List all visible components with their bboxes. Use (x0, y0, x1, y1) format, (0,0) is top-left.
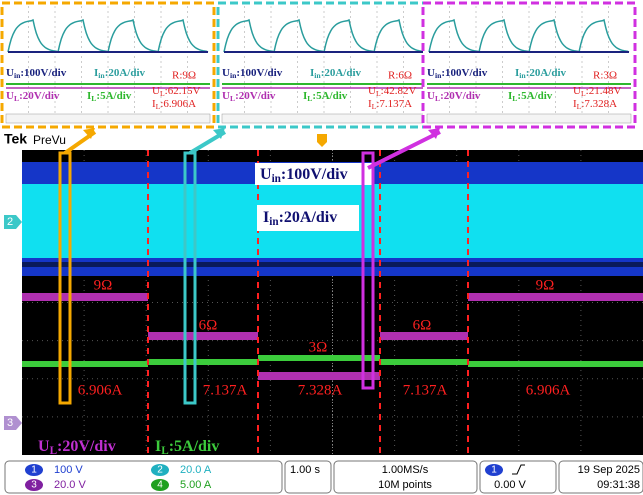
inset-uin-base: U (6, 67, 14, 79)
ul-label-sub: L (50, 445, 57, 457)
channel-badge-number: 3 (31, 480, 37, 491)
il-trace (380, 359, 468, 365)
channel-scale: 5.00 A (180, 479, 212, 491)
ul-label-base: U (38, 438, 50, 455)
inset-ul-value-rest: :42.82V (381, 85, 417, 97)
inset-uin-rest: :100V/div (441, 67, 487, 79)
il-label-rest: :5A/div (169, 438, 220, 455)
il-label-sub: L (161, 445, 168, 457)
uin-label-rest: :100V/div (281, 166, 348, 183)
il-trace (22, 361, 148, 367)
inset-iin-rest: :20A/div (526, 67, 567, 79)
inset-il-rest: :5A/div (312, 90, 347, 102)
ul-trace (22, 293, 148, 301)
status-text: 1.00 s (290, 464, 320, 476)
inset-iin-rest: :20A/div (321, 67, 362, 79)
channel-badge-number: 1 (491, 465, 497, 476)
resistance-label: 9Ω (536, 277, 555, 293)
channel-scale: 100 V (54, 464, 83, 476)
ul-label-rest: :20V/div (57, 438, 116, 455)
channel-badge-number: 1 (31, 465, 37, 476)
status-text: 0.00 V (494, 479, 526, 491)
inset-iin-rest: :20A/div (105, 67, 146, 79)
channel-badge-number: 2 (157, 465, 163, 476)
current-label: 6.906A (526, 382, 571, 398)
current-label: 6.906A (78, 382, 123, 398)
inset-il-rest: :5A/div (517, 90, 552, 102)
inset-ul-base: U (6, 90, 14, 102)
uin-label-base: U (260, 166, 272, 183)
resistance-label: 9Ω (94, 277, 113, 293)
inset-uin-base: U (427, 67, 435, 79)
inset-ul-value-base: U (152, 85, 160, 97)
status-text: 09:31:38 (597, 479, 640, 491)
inset-ul-rest: :20V/div (235, 90, 276, 102)
current-label: 7.137A (403, 382, 448, 398)
screenshot: Uin:100V/divIin:20A/divR:9ΩUL:20V/divIL:… (0, 0, 643, 495)
inset-il-value-rest: :6.906A (160, 98, 196, 110)
status-box (5, 461, 282, 493)
status-text: 19 Sep 2025 (578, 464, 640, 476)
il-trace (148, 359, 258, 365)
inset-ul-value: UL:62.15V (152, 85, 200, 98)
channel-badge-number: 4 (157, 480, 163, 491)
inset-ul-value: UL:42.82V (368, 85, 416, 98)
resistance-label: 6Ω (199, 317, 218, 333)
inset-ul-base: U (427, 90, 435, 102)
mode: PreVu (33, 133, 66, 147)
iin-label-rest: :20A/div (279, 209, 338, 226)
channel-number: 3 (7, 417, 13, 429)
inset-ul-value: UL:21.48V (573, 85, 621, 98)
inset-ul-value-base: U (573, 85, 581, 97)
current-label: 7.137A (203, 382, 248, 398)
inset-ul-base: U (222, 90, 230, 102)
inset-il-rest: :5A/div (96, 90, 131, 102)
channel-scale: 20.0 V (54, 479, 86, 491)
inset-ul-value-base: U (368, 85, 376, 97)
status-text: 10M points (378, 479, 432, 491)
inset-ul-rest: :20V/div (440, 90, 481, 102)
current-label: 7.328A (298, 382, 343, 398)
inset-uin-base: U (222, 67, 230, 79)
channel-scale: 20.0 A (180, 464, 212, 476)
inset-r: R:6Ω (388, 70, 412, 82)
ul-trace (468, 293, 643, 301)
inset-status (427, 114, 631, 123)
inset-uin-rest: :100V/div (236, 67, 282, 79)
status-text: 1.00MS/s (382, 464, 429, 476)
inset-status (6, 114, 210, 123)
inset-il-value-rest: :7.328A (581, 98, 617, 110)
inset-r: R:9Ω (172, 70, 196, 82)
inset-uin-rest: :100V/div (20, 67, 66, 79)
status-bar: 1 100 V 3 20.0 V 2 20.0 A 4 5.00 A 1.00 s 1.00MS/… (5, 461, 643, 493)
inset-status (222, 114, 426, 123)
inset-il-value-rest: :7.137A (376, 98, 412, 110)
inset-ul-rest: :20V/div (19, 90, 60, 102)
brand: Tek (4, 131, 27, 147)
inset-ul-value-rest: :21.48V (586, 85, 622, 97)
resistance-label: 3Ω (309, 339, 328, 355)
inset-ul-value-rest: :62.15V (165, 85, 201, 97)
il-trace (468, 361, 643, 367)
inset-r: R:3Ω (593, 70, 617, 82)
iin-band-edge (22, 262, 643, 267)
resistance-label: 6Ω (413, 317, 432, 333)
channel-number: 2 (7, 216, 13, 228)
